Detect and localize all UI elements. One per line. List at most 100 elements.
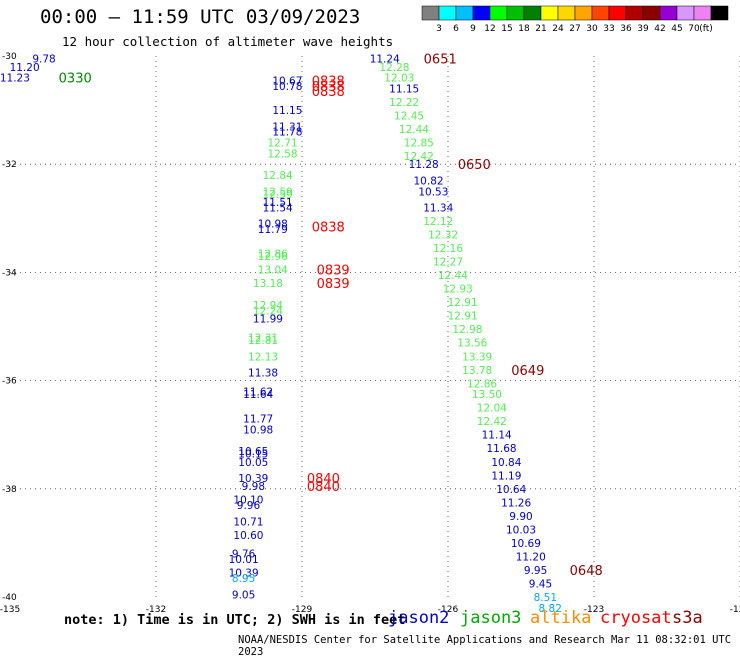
- wave-height-point: 11.64: [243, 389, 273, 401]
- wave-height-point: 11.54: [263, 202, 293, 214]
- legend-s3a: s3a: [672, 608, 703, 628]
- wave-height-point: 12.59: [263, 186, 293, 198]
- wave-height-point: 11.15: [389, 83, 419, 95]
- legend-altika: altika: [530, 608, 592, 628]
- x-tick-label: -132: [146, 605, 166, 615]
- chart-subtitle: 12 hour collection of altimeter wave hei…: [62, 34, 394, 49]
- wave-height-point: 12.42: [477, 416, 507, 428]
- wave-height-point: 12.22: [389, 97, 419, 109]
- wave-height-point: 12.84: [263, 170, 293, 182]
- wave-height-point: 12.42: [404, 151, 434, 163]
- footer-credit: NOAA/NESDIS Center for Satellite Applica…: [238, 634, 732, 658]
- wave-height-point: 10.84: [491, 457, 521, 469]
- wave-height-point: 10.53: [418, 186, 448, 198]
- colorbar-tick-label: 70: [688, 24, 700, 34]
- x-tick-label: -135: [0, 605, 20, 615]
- wave-height-point: 12.91: [448, 311, 478, 323]
- wave-height-point: 12.27: [433, 257, 463, 269]
- wave-height-point: 12.59: [263, 189, 293, 201]
- pass-time-label: 0648: [570, 564, 603, 579]
- x-tick-label: -129: [292, 605, 313, 615]
- x-tick-label: -120: [730, 605, 740, 615]
- colorbar-tick-label: 15: [501, 24, 512, 34]
- wave-height-point: 10.69: [511, 538, 541, 550]
- wave-height-point: 13.18: [253, 278, 283, 290]
- wave-height-point: 12.96: [258, 251, 288, 263]
- wave-height-point: 12.03: [384, 73, 414, 85]
- wave-height-point: 12.32: [428, 230, 458, 242]
- chart-title: 00:00 – 11:59 UTC 03/09/2023: [40, 6, 361, 28]
- pass-time-label: 0330: [59, 72, 92, 87]
- wave-height-point: 12.86: [258, 248, 288, 260]
- pass-time-label: 0840: [307, 472, 340, 487]
- wave-height-point: 10.64: [496, 484, 526, 496]
- colorbar-tick-label: 9: [470, 24, 476, 34]
- wave-height-point: 10.98: [243, 424, 273, 436]
- wave-height-point: 13.39: [462, 351, 492, 363]
- wave-height-point: 11.20: [10, 62, 40, 74]
- x-tick-label: -126: [438, 605, 459, 615]
- wave-height-point: 10.71: [233, 516, 263, 528]
- y-tick-label: -38: [2, 485, 17, 495]
- wave-height-point: 11.26: [501, 497, 531, 509]
- wave-height-point: 9.95: [524, 565, 547, 577]
- wave-height-point: 12.85: [404, 138, 434, 150]
- x-tick-label: -123: [584, 605, 604, 615]
- colorbar-tick-label: 33: [603, 24, 614, 34]
- wave-height-point: 9.78: [32, 54, 55, 66]
- wave-height-point: 10.65: [238, 446, 268, 458]
- legend-cryosat: cryosat: [600, 608, 672, 628]
- wave-height-point: 10.10: [233, 495, 263, 507]
- wave-height-point: 9.98: [242, 481, 265, 493]
- pass-time-label: 0650: [458, 158, 491, 173]
- wave-height-point: 10.39: [229, 568, 259, 580]
- colorbar-tick-label: 12: [484, 24, 495, 34]
- wave-height-point: 11.20: [516, 551, 546, 563]
- pass-time-label: 0838: [312, 85, 345, 100]
- wave-height-point: 10.67: [272, 75, 302, 87]
- wave-height-point: 10.98: [258, 219, 288, 231]
- wave-height-point: 12.31: [248, 332, 278, 344]
- wave-height-point: 11.24: [370, 54, 400, 66]
- wave-height-point: 8.95: [232, 573, 255, 585]
- wave-height-point: 13.04: [258, 265, 288, 277]
- wave-height-point: 12.44: [438, 270, 468, 282]
- wave-height-point: 9.76: [232, 549, 256, 561]
- wave-height-point: 13.56: [457, 338, 487, 350]
- pass-time-label: 0838: [312, 80, 345, 95]
- legend-jason3: jason3: [460, 608, 522, 628]
- wave-height-point: 9.96: [237, 500, 261, 512]
- wave-height-point: 10.60: [233, 530, 263, 542]
- color-scale-bar: 3 6 9 12 15 18 21 24 27 30 33 36 39 42 45 70 (ft): [421, 5, 729, 34]
- colorbar-tick-label: 18: [518, 24, 530, 34]
- wave-height-point: 12.13: [248, 351, 278, 363]
- wave-height-point: 10.82: [414, 175, 444, 187]
- pass-time-label: 0649: [511, 364, 544, 379]
- wave-height-point: 12.44: [399, 124, 429, 136]
- pass-time-label: 0651: [424, 53, 457, 68]
- footer-note: note: 1) Time is in UTC; 2) SWH is in fe…: [64, 612, 406, 628]
- wave-height-point: 12.12: [423, 216, 453, 228]
- wave-height-point: 8.82: [539, 603, 562, 615]
- colorbar-tick-label: 6: [453, 24, 459, 34]
- colorbar-unit-label: (ft): [699, 24, 713, 34]
- wave-height-point: 13.78: [462, 365, 492, 377]
- colorbar-tick-label: 36: [620, 24, 632, 34]
- wave-height-point: 11.31: [272, 121, 302, 133]
- colorbar-swatch: [710, 5, 729, 21]
- wave-height-point: 11.14: [482, 430, 512, 442]
- wave-height-point: 12.45: [394, 111, 424, 123]
- wave-height-point: 12.28: [379, 62, 409, 74]
- pass-time-label: 0839: [317, 277, 350, 292]
- pass-time-label: 0838: [312, 74, 345, 89]
- colorbar-tick-label: 42: [654, 24, 665, 34]
- wave-height-point: 10.03: [506, 524, 536, 536]
- wave-height-point: 11.51: [263, 197, 293, 209]
- wave-height-point: 12.86: [467, 378, 497, 390]
- colorbar-tick-label: 39: [637, 24, 649, 34]
- y-tick-label: -30: [2, 52, 17, 62]
- wave-height-point: 12.24: [253, 305, 283, 317]
- wave-height-point: 12.91: [448, 297, 478, 309]
- wave-height-point: 11.15: [272, 105, 302, 117]
- colorbar-tick-label: 30: [586, 24, 598, 34]
